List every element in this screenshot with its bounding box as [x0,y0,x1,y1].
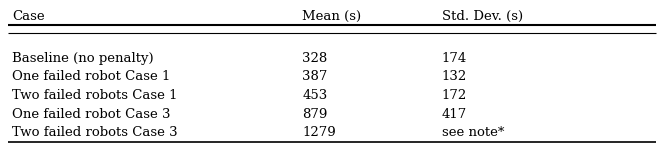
Text: Std. Dev. (s): Std. Dev. (s) [442,10,523,23]
Text: Case: Case [12,10,44,23]
Text: Baseline (no penalty): Baseline (no penalty) [12,52,153,65]
Text: 328: 328 [302,52,327,65]
Text: One failed robot Case 1: One failed robot Case 1 [12,71,171,84]
Text: 1279: 1279 [302,126,336,139]
Text: Two failed robots Case 3: Two failed robots Case 3 [12,126,177,139]
Text: 417: 417 [442,107,467,120]
Text: One failed robot Case 3: One failed robot Case 3 [12,107,171,120]
Text: 387: 387 [302,71,327,84]
Text: 879: 879 [302,107,327,120]
Text: Mean (s): Mean (s) [302,10,361,23]
Text: 174: 174 [442,52,467,65]
Text: 172: 172 [442,89,467,102]
Text: Two failed robots Case 1: Two failed robots Case 1 [12,89,177,102]
Text: see note*: see note* [442,126,504,139]
Text: 453: 453 [302,89,327,102]
Text: 132: 132 [442,71,467,84]
